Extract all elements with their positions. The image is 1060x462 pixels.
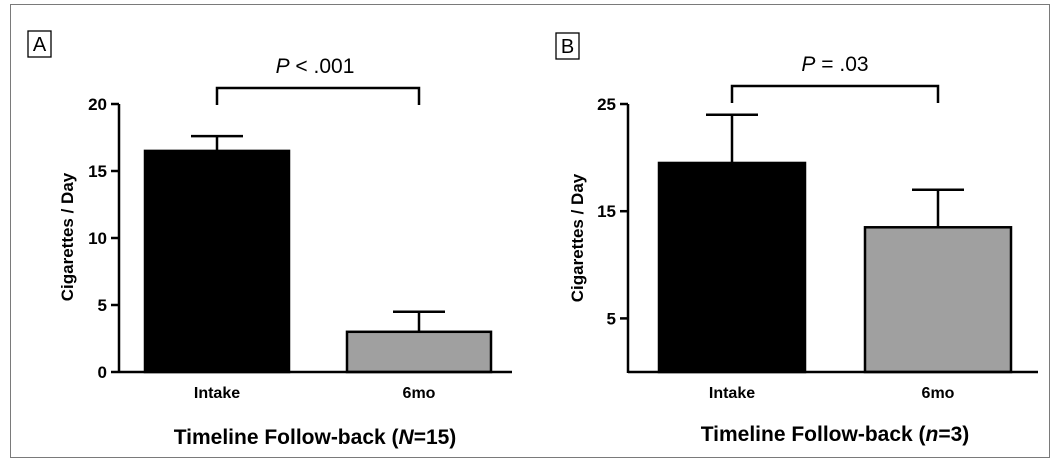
significance-bracket	[215, 86, 421, 105]
y-tick-label: 15	[88, 162, 107, 181]
error-bar-6mo	[912, 188, 964, 228]
significance-label: P < .001	[276, 55, 355, 78]
x-axis-label-post: =3)	[938, 423, 969, 446]
x-tick-label: Intake	[194, 385, 240, 402]
x-axis-label-n: N	[399, 426, 415, 449]
significance-text: = .03	[815, 53, 868, 76]
error-bar-6mo	[393, 310, 445, 332]
panel-a: A P < .001 Cigarettes / Day Timeline Fol…	[27, 30, 512, 449]
x-axis-label-pre: Timeline Follow-back (	[174, 426, 399, 449]
y-tick-label: 15	[597, 202, 616, 221]
bar-intake	[143, 149, 291, 374]
bar-intake	[657, 161, 807, 374]
panel-label: A	[33, 34, 47, 56]
y-axis-label: Cigarettes / Day	[58, 172, 77, 301]
panel-label: B	[561, 36, 574, 58]
x-axis-label: Timeline Follow-back (N=15)	[174, 426, 457, 449]
panel-label-box	[27, 30, 52, 58]
panel-b: B P = .03 Cigarettes / Day Timeline Foll…	[555, 32, 1038, 446]
y-axis-label: Cigarettes / Day	[568, 173, 587, 302]
x-tick-label: 6mo	[403, 385, 436, 402]
y-tick-label: 10	[88, 229, 107, 248]
x-tick-label: Intake	[709, 385, 755, 402]
significance-bracket	[730, 84, 940, 103]
y-tick-label: 0	[98, 363, 107, 382]
panel-label-box	[555, 32, 580, 60]
bar-6mo	[863, 226, 1013, 374]
bar-6mo	[345, 330, 493, 374]
axes	[626, 104, 1038, 374]
significance-p: P	[801, 53, 815, 76]
y-tick-label: 20	[88, 95, 107, 114]
error-bar-intake	[191, 134, 243, 151]
x-axis-label-post: =15)	[414, 426, 457, 449]
x-axis-label-n: n	[926, 423, 939, 446]
x-axis-label: Timeline Follow-back (n=3)	[701, 423, 970, 446]
y-tick-label: 5	[98, 296, 107, 315]
significance-p: P	[276, 55, 290, 78]
x-axis-label-pre: Timeline Follow-back (	[701, 423, 926, 446]
significance-label: P = .03	[801, 53, 868, 76]
error-bar-intake	[706, 113, 758, 163]
significance-text: < .001	[290, 55, 355, 78]
figure-frame	[10, 4, 1050, 458]
y-tick-label: 5	[607, 309, 616, 328]
x-tick-label: 6mo	[922, 385, 955, 402]
y-tick-label: 25	[597, 95, 616, 114]
